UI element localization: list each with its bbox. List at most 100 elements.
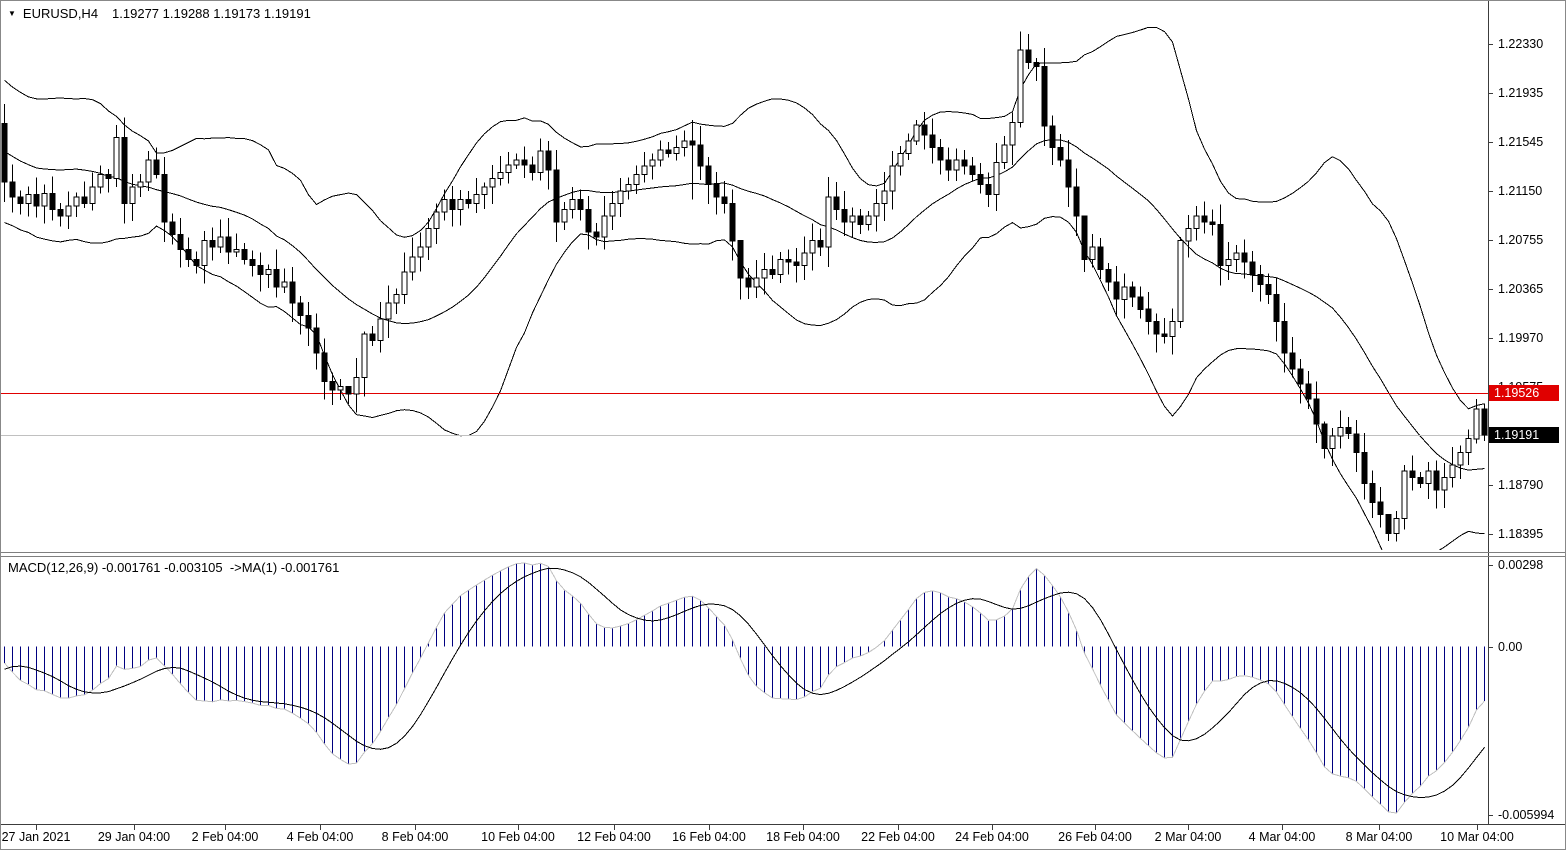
time-axis[interactable]: 27 Jan 2021 29 Jan 04:00 2 Feb 04:00 4 Feb …: [1, 824, 1565, 849]
price-chart-pane[interactable]: [1, 1, 1488, 550]
ohlc-values: 1.19277 1.19288 1.19173 1.19191: [112, 6, 311, 21]
candle-body: [1297, 368, 1304, 385]
candle-body: [177, 234, 184, 250]
time-axis-tick: [898, 825, 899, 830]
candle-body: [305, 315, 312, 329]
time-axis-label: 27 Jan 2021: [1, 830, 71, 844]
candle-body: [865, 215, 872, 226]
bollinger-upper-band-line: [4, 26, 1485, 410]
candle-body: [737, 240, 744, 279]
candle-body: [289, 281, 296, 304]
time-axis-tick: [1379, 825, 1380, 830]
candle-body: [1073, 186, 1080, 217]
candle-body: [945, 159, 952, 171]
candle-body: [601, 215, 608, 238]
candle-body: [1337, 427, 1344, 437]
candle-body: [145, 159, 152, 183]
candle-body: [1225, 258, 1232, 267]
candle-body: [769, 268, 776, 275]
macd-axis-tick: [1489, 565, 1493, 566]
candle-body: [689, 140, 696, 146]
candle-body: [929, 134, 936, 148]
candle-body: [1065, 159, 1072, 188]
candle-body: [121, 136, 128, 204]
candle-body: [345, 385, 352, 395]
price-axis-tick: [1489, 191, 1493, 192]
time-axis-label: 8 Mar 04:00: [1345, 830, 1413, 844]
candle-body: [585, 209, 592, 233]
time-axis-tick: [415, 825, 416, 830]
candle-body: [905, 140, 912, 155]
candle-body: [1465, 438, 1472, 453]
candle-body: [745, 277, 752, 288]
candle-body: [817, 240, 824, 248]
pane-separator-top[interactable]: [1, 552, 1565, 553]
price-axis-tick: [1489, 338, 1493, 339]
candle-body: [17, 196, 24, 204]
pane-separator-bottom[interactable]: [1, 556, 1565, 557]
candle-body: [113, 136, 120, 179]
time-axis-tick: [36, 825, 37, 830]
time-axis-label: 4 Feb 04:00: [286, 830, 354, 844]
candle-body: [873, 202, 880, 217]
candle-body: [105, 174, 112, 179]
candle-body: [1033, 62, 1040, 67]
chart-title: ▼ EURUSD,H4 1.19277 1.19288 1.19173 1.19…: [8, 6, 311, 21]
candle-body: [265, 268, 272, 275]
candle-body: [1369, 483, 1376, 503]
candle-body: [1161, 333, 1168, 338]
candle-body: [457, 199, 464, 211]
candle-body: [89, 186, 96, 204]
candle-body: [1249, 261, 1256, 275]
candle-body: [233, 249, 240, 253]
candle-body: [281, 281, 288, 288]
candle-body: [897, 153, 904, 167]
candle-body: [641, 165, 648, 176]
macd-indicator-label: MACD(12,26,9) -0.001761 -0.003105 ->MA(1…: [8, 560, 340, 575]
candle-body: [1105, 268, 1112, 283]
candle-body: [1, 123, 8, 183]
candle-body: [449, 199, 456, 211]
candle-body: [129, 186, 136, 204]
candle-body: [801, 252, 808, 267]
time-axis-label: 2 Feb 04:00: [191, 830, 259, 844]
time-axis-tick: [320, 825, 321, 830]
time-axis-label: 18 Feb 04:00: [766, 830, 840, 844]
candle-body: [761, 268, 768, 279]
candle-body: [657, 149, 664, 161]
candle-body: [1321, 423, 1328, 450]
macd-chart-svg: [4, 562, 1485, 814]
candle-body: [1441, 476, 1448, 491]
candle-body: [889, 165, 896, 192]
candle-body: [1081, 215, 1088, 260]
candles-group: [1, 31, 1488, 542]
candle-body: [1329, 435, 1336, 450]
candle-body: [1057, 146, 1064, 161]
candle-body: [665, 149, 672, 155]
candle-body: [1313, 398, 1320, 425]
candle-body: [209, 240, 216, 248]
candle-body: [1001, 144, 1008, 163]
candle-body: [217, 236, 224, 248]
candle-body: [505, 164, 512, 173]
candle-body: [545, 150, 552, 171]
candle-body: [41, 192, 48, 207]
macd-histogram-bars: [4, 563, 1485, 813]
candle-body: [161, 174, 168, 223]
candle-body: [729, 202, 736, 242]
macd-axis-tick: [1489, 647, 1493, 648]
candle-body: [681, 140, 688, 148]
candle-body: [1121, 286, 1128, 300]
candle-body: [257, 265, 264, 275]
symbol-dropdown-icon[interactable]: ▼: [8, 8, 16, 18]
candle-body: [169, 221, 176, 236]
macd-axis-label: -0.005994: [1498, 808, 1555, 822]
price-axis-label: 1.21545: [1498, 135, 1544, 149]
price-axis[interactable]: 1.22330 1.21935 1.21545 1.21150 1.20755 1.203…: [1488, 1, 1565, 828]
price-axis-tick: [1489, 289, 1493, 290]
price-axis-label: 1.21935: [1498, 86, 1544, 100]
macd-chart-pane[interactable]: [1, 557, 1488, 823]
candle-body: [777, 258, 784, 275]
candle-body: [953, 159, 960, 171]
